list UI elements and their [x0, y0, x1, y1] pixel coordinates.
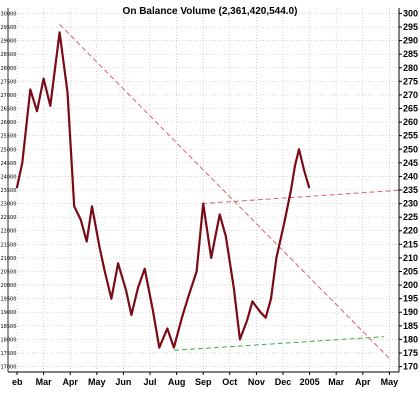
x-tick-label: 2005	[300, 377, 320, 387]
trendlines	[59, 23, 403, 359]
x-tick-label: May	[88, 377, 106, 387]
trendline-1	[59, 23, 390, 359]
right-tick-label: 190	[403, 307, 418, 317]
left-tick-label: 29500	[1, 25, 17, 31]
left-tick-label: 19500	[1, 297, 17, 303]
x-tick-label: Jul	[143, 377, 156, 387]
right-tick-label: 195	[403, 294, 418, 304]
left-tick-label: 25000	[1, 147, 17, 153]
right-tick-label: 200	[403, 280, 418, 290]
grid	[8, 8, 399, 372]
right-tick-label: 300	[403, 8, 418, 18]
left-tick-label: 23500	[1, 188, 17, 194]
x-tick-label: Sep	[195, 377, 212, 387]
left-tick-label: 29000	[1, 39, 17, 45]
left-tick-label: 20500	[1, 269, 17, 275]
right-tick-label: 250	[403, 144, 418, 154]
right-tick-label: 170	[403, 362, 418, 372]
trendline-3	[173, 336, 385, 351]
right-tick-label: 180	[403, 334, 418, 344]
left-tick-label: 22500	[1, 215, 17, 221]
x-tick-label: May	[381, 377, 399, 387]
right-tick-label: 270	[403, 90, 418, 100]
right-tick-label: 285	[403, 49, 418, 59]
left-tick-label: 27000	[1, 93, 17, 99]
right-tick-label: 290	[403, 36, 418, 46]
x-tick-label: Aug	[168, 377, 186, 387]
x-tick-label: Dec	[275, 377, 292, 387]
left-tick-label: 27500	[1, 79, 17, 85]
right-tick-label: 205	[403, 266, 418, 276]
x-tick-label: Apr	[355, 377, 371, 387]
x-tick-label: Mar	[328, 377, 345, 387]
right-tick-label: 255	[403, 131, 418, 141]
obv-series-line	[15, 31, 311, 349]
trendline-2	[201, 189, 403, 205]
chart-title: On Balance Volume (2,361,420,544.0)	[123, 6, 298, 17]
right-tick-label: 280	[403, 63, 418, 73]
left-tick-label: 22000	[1, 229, 17, 235]
right-tick-label: 275	[403, 76, 418, 86]
left-tick-label: 24000	[1, 174, 17, 180]
right-tick-label: 225	[403, 212, 418, 222]
right-tick-label: 210	[403, 253, 418, 263]
left-axis-ticks: 30000 29500 29000 28500 28000 27500 27000 26500…	[1, 11, 17, 370]
left-tick-label: 26000	[1, 120, 17, 126]
right-axis-ticks: 300 295 290 285 280 275 270 265 260 255 250 245 240 2…	[399, 8, 418, 372]
left-tick-label: 26500	[1, 107, 17, 113]
left-tick-label: 28000	[1, 66, 17, 72]
left-tick-label: 24500	[1, 161, 17, 167]
right-tick-label: 245	[403, 158, 418, 168]
x-tick-label: eb	[12, 377, 23, 387]
x-tick-label: Oct	[222, 377, 237, 387]
right-tick-label: 230	[403, 199, 418, 209]
x-tick-label: Nov	[248, 377, 265, 387]
right-tick-label: 235	[403, 185, 418, 195]
right-tick-label: 175	[403, 348, 418, 358]
left-tick-label: 30000	[1, 11, 17, 17]
x-tick-label: Jun	[115, 377, 131, 387]
left-tick-label: 21000	[1, 256, 17, 262]
right-tick-label: 265	[403, 104, 418, 114]
x-axis-ticks: eb Mar Apr May Jun Jul Aug Sep Oct Nov Dec 2005 Mar A…	[12, 372, 398, 387]
left-tick-label: 28500	[1, 52, 17, 58]
left-tick-label: 23000	[1, 202, 17, 208]
right-tick-label: 295	[403, 22, 418, 32]
left-tick-label: 17000	[1, 365, 17, 371]
right-tick-label: 240	[403, 171, 418, 181]
right-tick-label: 260	[403, 117, 418, 127]
right-tick-label: 215	[403, 239, 418, 249]
left-tick-label: 19000	[1, 310, 17, 316]
right-tick-label: 185	[403, 321, 418, 331]
left-tick-label: 18000	[1, 337, 17, 343]
x-tick-label: Mar	[36, 377, 53, 387]
right-tick-label: 220	[403, 226, 418, 236]
left-tick-label: 25500	[1, 134, 17, 140]
left-tick-label: 21500	[1, 242, 17, 248]
left-tick-label: 20000	[1, 283, 17, 289]
left-tick-label: 18500	[1, 324, 17, 330]
x-tick-label: Apr	[62, 377, 78, 387]
left-tick-label: 17500	[1, 351, 17, 357]
